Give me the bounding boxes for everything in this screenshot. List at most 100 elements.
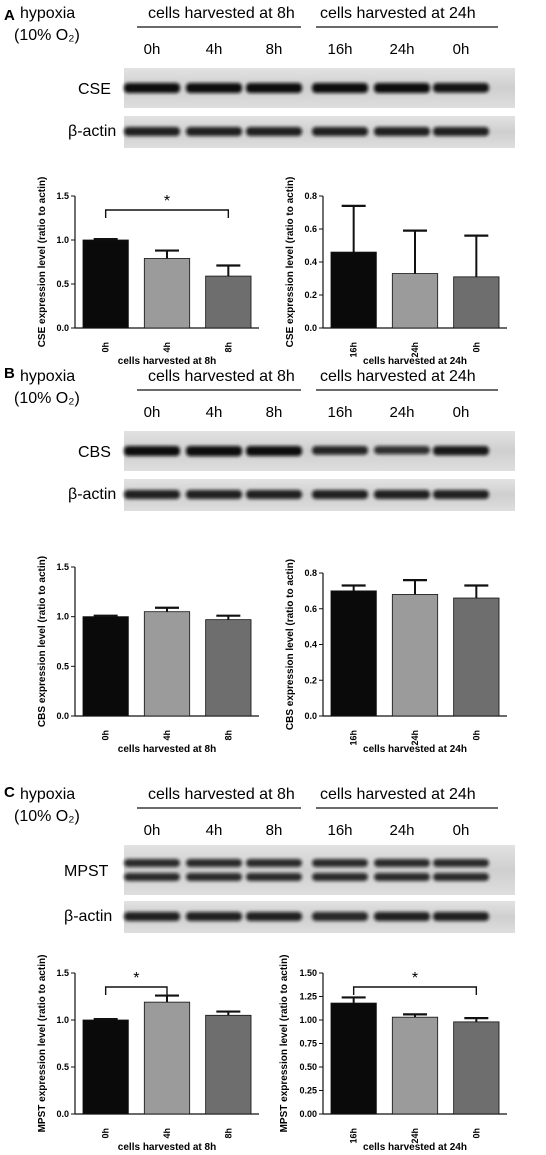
lane-label: 4h (206, 822, 223, 839)
x-tick-label: 4h (162, 730, 172, 741)
bar (453, 1021, 500, 1115)
significance-bracket (104, 209, 230, 218)
actin-band (312, 912, 368, 921)
protein-band-lower (124, 873, 180, 881)
protein-band (312, 446, 368, 455)
significance-star: * (164, 193, 170, 210)
significance-star: * (412, 970, 418, 987)
protein-band-lower (433, 873, 489, 881)
y-tick-label: 0.00 (299, 1109, 317, 1119)
lane-label: 24h (389, 41, 414, 58)
actin-band (433, 127, 489, 136)
protein-band-lower (246, 873, 302, 881)
x-tick-label: 24h (410, 342, 420, 358)
lane-label: 0h (144, 41, 161, 58)
bar (391, 273, 439, 329)
oxygen-label: (10% O₂) (14, 808, 80, 825)
lane-label: 8h (266, 41, 283, 58)
x-tick-label: 0h (471, 1128, 481, 1139)
actin-band (374, 912, 430, 921)
y-tick-label: 1.5 (56, 562, 69, 572)
x-tick-label: 24h (410, 730, 420, 746)
y-axis-label: CBS expression level (ratio to actin) (37, 556, 48, 727)
x-tick-label: 0h (101, 1128, 111, 1139)
y-axis-label: CSE expression level (ratio to actin) (285, 177, 296, 348)
y-tick-label: 0.25 (299, 1086, 317, 1096)
protein-band-upper (186, 859, 242, 867)
y-tick-label: 0.50 (299, 1062, 317, 1072)
bar-charts: 0.0 0.5 1.0 1.5 CSE expression level (ratio … (37, 177, 507, 1153)
protein-band-lower (186, 873, 242, 881)
lane-label: 8h (266, 404, 283, 421)
y-tick-label: 0.75 (299, 1039, 317, 1049)
bar (82, 616, 129, 717)
chart-B24: 0.0 0.2 0.4 0.6 0.8 CBS expression level (rat… (285, 559, 507, 755)
protein-label: CSE (78, 81, 111, 98)
y-axis-label: MPST expression level (ratio to actin) (279, 955, 290, 1133)
protein-band-upper (312, 859, 368, 867)
protein-band-upper (433, 859, 489, 867)
x-tick-label: 0h (471, 730, 481, 741)
group-label-8h: cells harvested at 8h (148, 5, 295, 22)
lane-label: 0h (144, 822, 161, 839)
y-tick-label: 1.0 (56, 1015, 69, 1025)
lane-label: 24h (389, 404, 414, 421)
x-axis-label: cells harvested at 8h (118, 356, 216, 367)
x-tick-label: 0h (101, 342, 111, 353)
y-tick-label: 0.0 (56, 711, 69, 721)
lane-label: 0h (453, 822, 470, 839)
protein-band (374, 446, 430, 455)
protein-band (312, 83, 368, 93)
protein-band (246, 446, 302, 456)
protein-label: CBS (78, 444, 111, 461)
protein-band-upper (124, 859, 180, 867)
y-tick-label: 0.4 (304, 257, 317, 267)
oxygen-label: (10% O₂) (14, 390, 80, 407)
protein-band (186, 446, 242, 457)
group-label-24h: cells harvested at 24h (320, 368, 476, 385)
y-tick-label: 0.5 (56, 1062, 69, 1072)
lane-label: 4h (206, 41, 223, 58)
actin-band (374, 127, 430, 136)
lane-label: 16h (327, 404, 352, 421)
protein-band (246, 83, 302, 93)
y-tick-label: 0.0 (56, 1109, 69, 1119)
oxygen-label: (10% O₂) (14, 27, 80, 44)
panel-letter: B (4, 365, 15, 382)
lane-label: 16h (327, 822, 352, 839)
panel-letter: C (4, 784, 15, 801)
hypoxia-label: hypoxia (20, 5, 75, 22)
bar (330, 1002, 377, 1115)
x-tick-label: 8h (223, 342, 233, 353)
bar (143, 611, 191, 717)
y-tick-label: 0.2 (304, 290, 317, 300)
significance-bracket (104, 986, 168, 995)
actin-band (186, 490, 242, 499)
x-axis-label: cells harvested at 8h (118, 744, 216, 755)
actin-band (186, 912, 242, 921)
y-tick-label: 0.8 (304, 191, 317, 201)
x-tick-label: 16h (349, 1128, 359, 1144)
bar (391, 1016, 439, 1115)
bar (82, 1019, 129, 1115)
protein-band (186, 83, 242, 93)
actin-label: β-actin (68, 486, 116, 503)
protein-band-upper (246, 859, 302, 867)
y-tick-label: 0.2 (304, 675, 317, 685)
y-tick-label: 0.5 (56, 279, 69, 289)
actin-label: β-actin (64, 908, 112, 925)
lane-label: 24h (389, 822, 414, 839)
lane-label: 8h (266, 822, 283, 839)
x-axis-label: cells harvested at 24h (363, 1142, 467, 1153)
protein-band (374, 83, 430, 93)
x-axis-label: cells harvested at 24h (363, 744, 467, 755)
y-tick-label: 1.5 (56, 968, 69, 978)
blot-membrane (124, 845, 515, 895)
x-tick-label: 0h (471, 342, 481, 353)
protein-band (124, 446, 180, 456)
y-tick-label: 0.0 (304, 323, 317, 333)
x-tick-label: 16h (349, 342, 359, 358)
